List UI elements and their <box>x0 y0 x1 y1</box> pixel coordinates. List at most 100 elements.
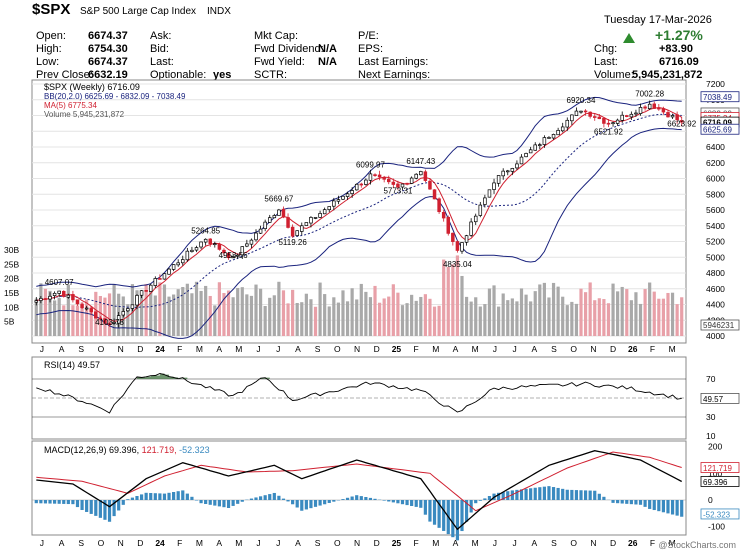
candle-body <box>597 116 602 120</box>
x-tick-label-top: M <box>432 344 439 354</box>
price-annotation: 4953.56 <box>219 251 248 260</box>
volume-bar <box>85 299 89 336</box>
macd-histogram-bar <box>657 500 661 512</box>
macd-histogram-bar <box>460 500 464 532</box>
macd-histogram-bar <box>437 500 441 528</box>
x-tick-label-top: 26 <box>628 344 638 354</box>
volume-bar <box>286 303 290 336</box>
volume-bar <box>382 298 386 336</box>
macd-badge-box <box>700 508 740 520</box>
volume-bar <box>538 284 542 336</box>
price-tick-label: 5400 <box>706 221 725 231</box>
volume-bar <box>71 305 75 336</box>
macd-histogram-bar <box>162 493 167 500</box>
volume-tick-label: 10B <box>4 302 19 312</box>
macd-histogram-bar <box>359 496 363 500</box>
macd-histogram-bar <box>497 492 501 500</box>
volume-badge-box <box>700 319 740 331</box>
candle-body <box>583 110 588 113</box>
x-tick-label-top: A <box>59 344 65 354</box>
chg-label: Chg: <box>594 43 618 55</box>
volume-bar <box>240 287 244 336</box>
volume-bar <box>98 295 102 336</box>
next-earnings-label: Next Earnings: <box>358 69 431 81</box>
macd-histogram-bar <box>670 500 675 515</box>
candle-body <box>625 115 629 117</box>
candle-body <box>428 180 432 190</box>
x-tick-label-top: J <box>276 344 280 354</box>
macd-histogram-bar <box>648 500 652 509</box>
macd-histogram-bar <box>149 493 153 500</box>
x-tick-label-bottom: A <box>453 538 459 548</box>
candle-body <box>382 177 386 180</box>
candle-body <box>556 130 560 136</box>
candle-body <box>506 170 510 173</box>
macd-histogram-bar <box>327 500 331 503</box>
macd-histogram-bar <box>675 500 679 516</box>
x-tick-label-top: F <box>650 344 655 354</box>
candle-body <box>52 292 57 296</box>
up-arrow-icon <box>623 33 635 43</box>
rsi-overbought-fill <box>136 373 270 379</box>
macd-histogram-bar <box>176 491 180 500</box>
open-value: 6674.37 <box>88 30 128 42</box>
volume-bar <box>661 298 666 336</box>
candle-body <box>185 250 190 261</box>
legend-macd-v2: 121.719, <box>142 445 177 455</box>
price-annotation: 6920.34 <box>567 96 596 105</box>
volume-bar <box>579 288 583 336</box>
candle-body <box>158 278 162 280</box>
macd-histogram-bar <box>442 500 446 531</box>
volume-bar <box>249 295 254 336</box>
volume-bar <box>574 303 579 336</box>
macd-histogram-bar <box>373 498 377 500</box>
x-tick-label-top: M <box>472 344 479 354</box>
volume-bar <box>602 299 606 336</box>
macd-histogram-bar <box>199 500 203 504</box>
macd-histogram-bar <box>286 500 290 502</box>
last-earnings-label: Last Earnings: <box>358 56 429 68</box>
volume-bar <box>112 283 116 336</box>
macd-histogram-bar <box>364 497 368 500</box>
volume-bar <box>634 292 638 336</box>
macd-histogram-bar <box>135 496 139 500</box>
last-value: 6716.09 <box>659 56 699 68</box>
volume-bar <box>629 300 633 336</box>
candle-body <box>130 304 135 309</box>
price-badge-label: 6625.69 <box>703 126 732 135</box>
macd-signal-line <box>36 451 682 512</box>
macd-histogram-bar <box>117 500 121 511</box>
macd-histogram-bar <box>190 496 194 500</box>
macd-histogram-bar <box>423 500 427 515</box>
volume-bar <box>400 305 405 336</box>
candle-body <box>496 175 501 184</box>
candle-body <box>409 177 414 184</box>
volume-bar <box>158 282 162 336</box>
macd-histogram-bar <box>487 496 492 500</box>
candle-body <box>542 137 547 145</box>
candle-body <box>112 321 116 324</box>
macd-histogram-bar <box>39 500 43 504</box>
price-annotation: 7002.28 <box>635 90 664 99</box>
volume-bar <box>606 303 611 336</box>
volume-bar <box>377 302 382 336</box>
macd-histogram-bar <box>295 500 299 508</box>
candle-body <box>309 217 313 224</box>
candle-body <box>148 284 153 292</box>
x-tick-label-top: O <box>570 344 577 354</box>
rsi-tick-label: 10 <box>706 431 716 441</box>
macd-histogram-bar <box>400 500 405 505</box>
candle-body <box>432 189 437 200</box>
macd-histogram-bar <box>249 498 254 500</box>
volume-bar <box>368 297 373 336</box>
volume-bar <box>474 297 478 336</box>
volume-bar <box>638 303 643 336</box>
candle-body <box>469 221 473 236</box>
low-label: Low: <box>36 56 60 68</box>
volume-bar <box>652 291 656 336</box>
macd-histogram-bar <box>616 500 620 504</box>
x-tick-label-top: M <box>669 344 676 354</box>
candle-body <box>322 209 327 215</box>
volume-bar <box>323 294 327 336</box>
candle-body <box>71 294 75 301</box>
